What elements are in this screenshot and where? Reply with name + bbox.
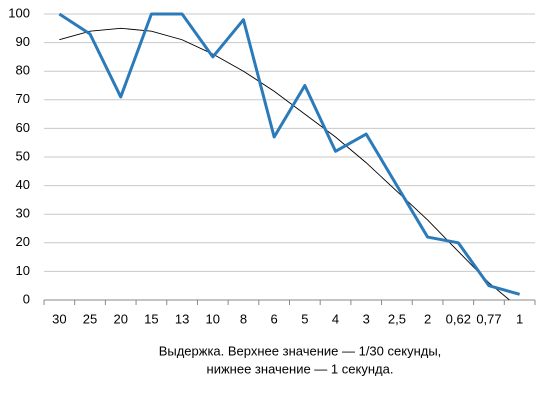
y-tick-label: 10 <box>16 263 30 278</box>
y-tick-label: 90 <box>16 34 30 49</box>
x-tick-label: 20 <box>113 311 127 326</box>
x-tick-label: 6 <box>271 311 278 326</box>
x-tick-label: 15 <box>144 311 158 326</box>
x-tick-label: 0,77 <box>476 311 501 326</box>
x-tick-label: 0,62 <box>446 311 471 326</box>
y-tick-label: 80 <box>16 63 30 78</box>
x-tick-label: 13 <box>175 311 189 326</box>
x-axis-label: нижнее значение — 1 секунда. <box>207 361 394 376</box>
x-tick-label: 2 <box>424 311 431 326</box>
y-tick-label: 50 <box>16 148 30 163</box>
x-tick-label: 3 <box>363 311 370 326</box>
y-tick-label: 100 <box>8 5 30 20</box>
x-tick-label: 4 <box>332 311 339 326</box>
y-tick-label: 40 <box>16 177 30 192</box>
y-tick-label: 30 <box>16 206 30 221</box>
trendline <box>59 27 511 300</box>
x-tick-label: 5 <box>301 311 308 326</box>
x-tick-label: 1 <box>516 311 523 326</box>
x-tick-label: 25 <box>83 311 97 326</box>
y-tick-label: 60 <box>16 120 30 135</box>
x-tick-label: 2,5 <box>388 311 406 326</box>
x-tick-label: 10 <box>206 311 220 326</box>
y-tick-label: 0 <box>23 291 30 306</box>
y-tick-label: 70 <box>16 91 30 106</box>
x-tick-label: 30 <box>52 311 66 326</box>
y-tick-label: 20 <box>16 234 30 249</box>
x-axis-label: Выдержка. Верхнее значение — 1/30 секунд… <box>159 343 442 358</box>
data-line <box>58 12 521 296</box>
x-tick-label: 8 <box>240 311 247 326</box>
